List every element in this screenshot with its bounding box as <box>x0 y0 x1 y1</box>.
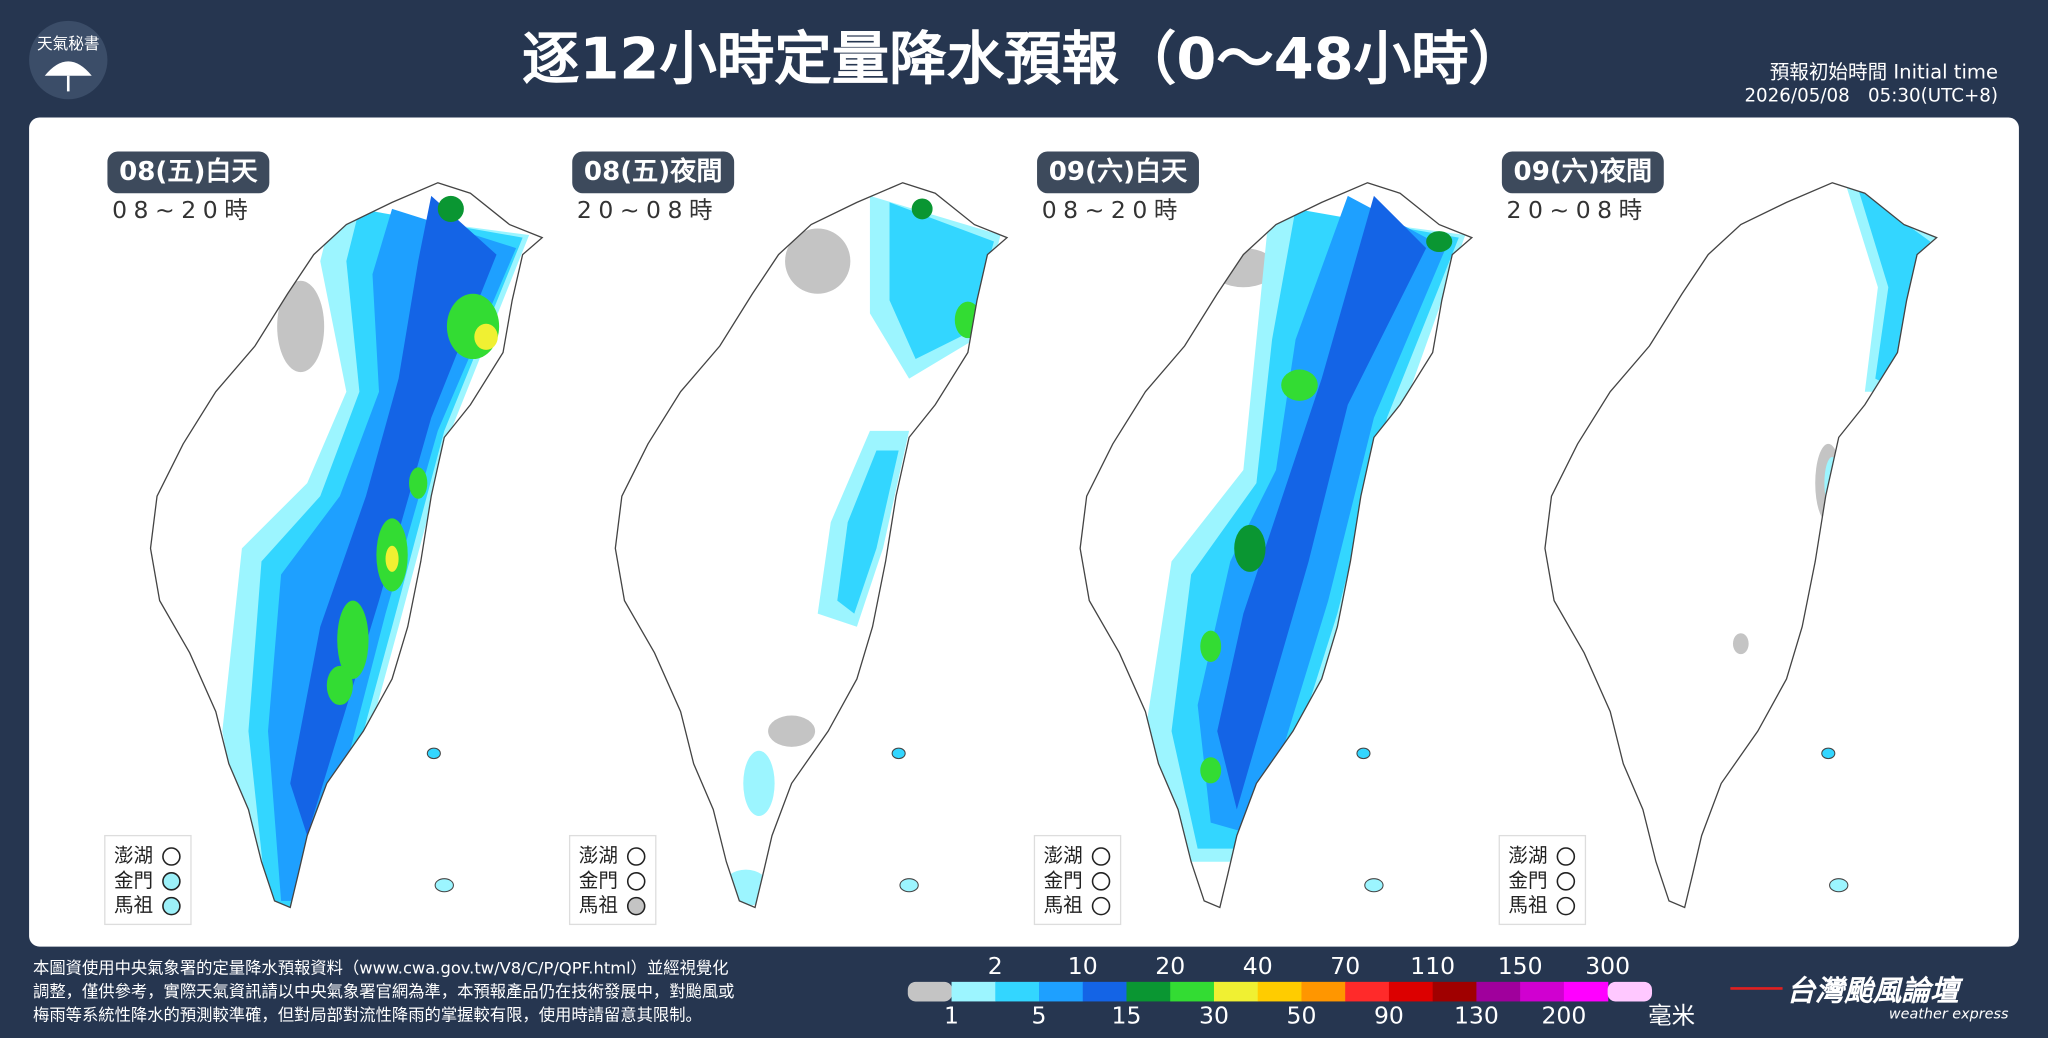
legend-label: 200 <box>1541 1002 1586 1030</box>
legend-swatch <box>1476 981 1521 1002</box>
panel-hours: 20~08時 <box>577 196 719 224</box>
map-area <box>29 117 2019 947</box>
island <box>1829 878 1849 893</box>
island-name: 金門 <box>579 869 618 892</box>
legend-label: 110 <box>1410 952 1455 980</box>
rain <box>1145 195 1466 862</box>
legend-swatch <box>1563 981 1609 1002</box>
island-status <box>626 896 646 916</box>
island-name: 澎湖 <box>1508 844 1547 867</box>
legend-swatch <box>951 981 996 1002</box>
island-status <box>162 872 181 891</box>
logo-text: 天氣秘書 <box>37 34 100 53</box>
panel-title: 08(五)白天 <box>119 156 258 187</box>
logo-umbrella <box>44 61 92 76</box>
logo <box>29 20 108 100</box>
legend-label: 40 <box>1243 952 1273 980</box>
island-status <box>1556 872 1576 891</box>
island-name: 金門 <box>1044 869 1083 892</box>
rain <box>222 195 530 908</box>
legend-label: 300 <box>1585 952 1630 980</box>
title: 逐12小時定量降水預報（0～48小時） <box>522 25 1526 92</box>
panel-label-box <box>1037 151 1199 194</box>
legend-swatch <box>1432 981 1478 1002</box>
legend-label: 50 <box>1286 1002 1316 1030</box>
island <box>1356 747 1371 760</box>
footer-text: 梅雨等系統性降水的預測較準確，但對局部對流性降雨的掌握較有限，使用時請留意其限制… <box>33 1005 702 1024</box>
island-status <box>1091 872 1111 891</box>
legend-swatch <box>1213 981 1259 1002</box>
panel-label-box <box>1501 151 1664 194</box>
legend-label: 30 <box>1199 1002 1229 1030</box>
panel-label-box <box>107 151 270 194</box>
island <box>1364 878 1384 893</box>
initial-time: 2026/05/08 05:30(UTC+8) <box>1744 86 1998 107</box>
legend-swatch <box>1170 981 1215 1002</box>
initial-time-label: 預報初始時間 Initial time <box>1770 61 1998 84</box>
island <box>891 747 906 760</box>
island <box>1821 747 1836 760</box>
island-name: 馬祖 <box>579 894 618 917</box>
footer-text: 本圖資使用中央氣象署的定量降水預報資料（www.cwa.gov.tw/V8/C/… <box>33 958 729 977</box>
legend-swatch <box>1388 981 1434 1002</box>
legend-label: 10 <box>1068 952 1098 980</box>
legend-swatch <box>907 981 953 1002</box>
legend-swatch <box>1257 981 1303 1002</box>
island-name: 馬祖 <box>1044 894 1083 917</box>
footer-text: 調整，僅供參考，實際天氣資訊請以中央氣象署官網為準，本預報產品仍在技術發展中，對… <box>33 982 734 1001</box>
legend-swatch <box>1345 981 1390 1002</box>
island-status <box>1556 896 1576 916</box>
island-status <box>626 847 646 866</box>
panel-hours: 20~08時 <box>1507 196 1649 224</box>
legend-label: 130 <box>1454 1002 1499 1030</box>
island-name: 澎湖 <box>114 844 153 867</box>
legend-swatch <box>1126 981 1171 1002</box>
island-name: 澎湖 <box>1044 844 1083 867</box>
panel-hours: 08~20時 <box>112 196 254 224</box>
island <box>899 878 919 893</box>
island-status <box>162 896 181 916</box>
legend-swatch <box>1039 981 1084 1002</box>
legend-swatch <box>1607 981 1653 1002</box>
island-status <box>1556 847 1576 866</box>
island-status <box>1091 847 1111 866</box>
island <box>426 747 441 760</box>
legend-unit: 毫米 <box>1648 1002 1695 1030</box>
legend-label: 20 <box>1155 952 1185 980</box>
island-status <box>162 847 181 866</box>
island-status <box>1091 896 1111 916</box>
legend-label: 90 <box>1374 1002 1404 1030</box>
legend-label: 1 <box>944 1002 959 1030</box>
brand-tagline: weather express <box>1889 1006 2009 1022</box>
legend-swatch <box>995 981 1040 1002</box>
panel-label-box <box>572 151 735 194</box>
legend-label: 150 <box>1498 952 1543 980</box>
rain <box>722 195 1001 907</box>
legend-label: 5 <box>1032 1002 1047 1030</box>
island-name: 金門 <box>1508 869 1547 892</box>
legend-swatch <box>1301 981 1346 1002</box>
island-status <box>626 872 646 891</box>
panel-title: 08(五)夜間 <box>584 156 723 187</box>
island-name: 馬祖 <box>1508 894 1547 917</box>
island <box>434 878 454 893</box>
legend-swatch <box>1520 981 1565 1002</box>
island-name: 金門 <box>114 869 153 892</box>
panel-title: 09(六)夜間 <box>1514 156 1653 187</box>
legend-label: 70 <box>1330 952 1360 980</box>
legend-label: 2 <box>988 952 1003 980</box>
legend-label: 15 <box>1112 1002 1142 1030</box>
panel-hours: 08~20時 <box>1042 196 1184 224</box>
legend-swatch <box>1082 981 1128 1002</box>
brand-name: 台灣颱風論壇 <box>1787 973 1965 1007</box>
island-name: 馬祖 <box>114 894 153 917</box>
island-name: 澎湖 <box>579 844 618 867</box>
panel-title: 09(六)白天 <box>1049 156 1188 187</box>
